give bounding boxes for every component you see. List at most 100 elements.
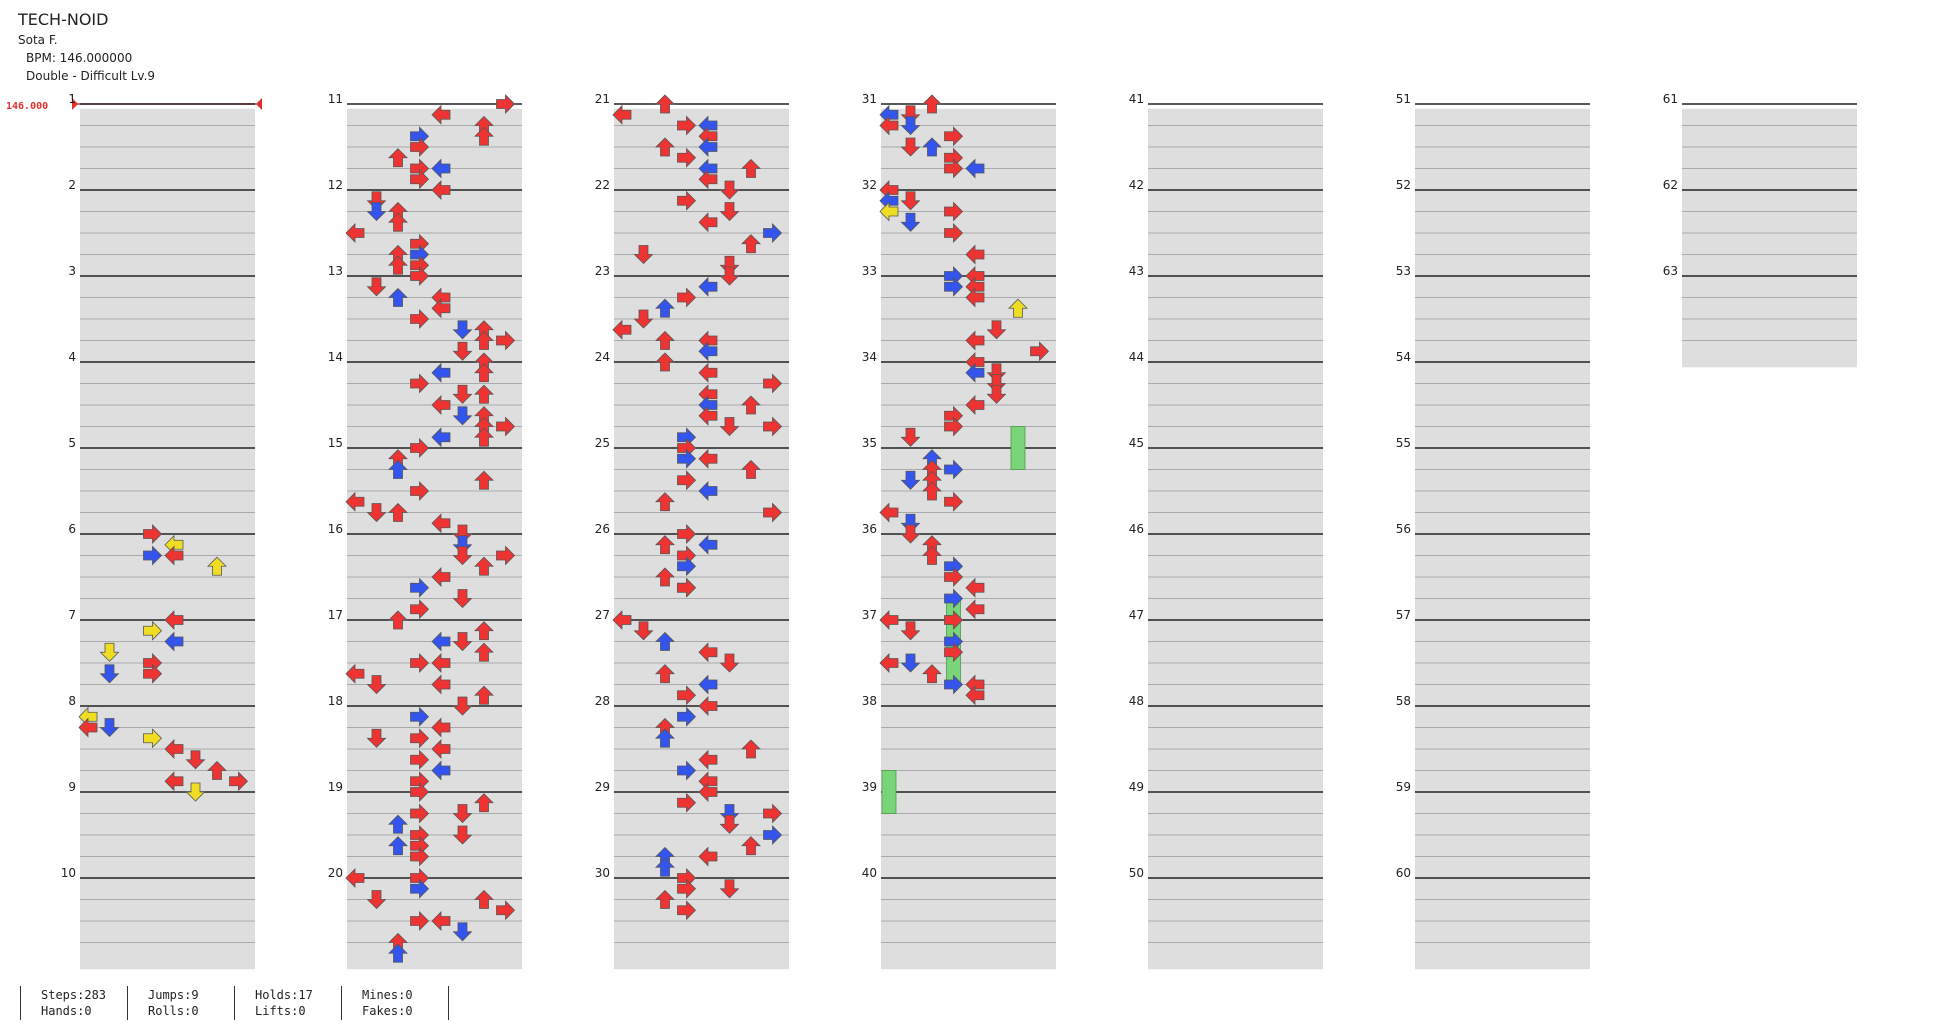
measure-number: 42: [1129, 178, 1144, 192]
measure-number: 28: [595, 694, 610, 708]
beat-stripe: [1682, 345, 1857, 368]
beat-stripe: [1682, 216, 1857, 239]
arrow-right-icon: [944, 276, 964, 297]
beat-stripe: [614, 818, 789, 841]
arrow-right-icon: [677, 190, 697, 211]
measure-number: 27: [595, 608, 610, 622]
arrow-left-icon: [431, 427, 451, 448]
measure-number: 26: [595, 522, 610, 536]
arrow-right-icon: [410, 803, 430, 824]
beat-stripe: [347, 409, 522, 432]
beat-stripe: [1148, 452, 1323, 475]
arrow-right-icon: [410, 481, 430, 501]
beat-stripe: [881, 775, 1056, 798]
stat-steps-hands: Steps:283 Hands:0: [20, 986, 128, 1020]
arrow-left-icon: [965, 599, 985, 620]
beat-stripe: [347, 581, 522, 604]
measure-number: 20: [328, 866, 343, 880]
beat-stripe: [881, 732, 1056, 755]
arrow-up-icon: [741, 395, 761, 415]
arrow-down-icon: [452, 696, 473, 716]
arrow-down-icon: [719, 180, 740, 200]
measure-number: 46: [1129, 522, 1144, 536]
measure-number: 47: [1129, 608, 1144, 622]
beat-stripe: [614, 194, 789, 217]
beat-stripe: [80, 173, 255, 196]
arrow-right-icon: [677, 287, 697, 308]
arrow-left-icon: [431, 653, 451, 673]
beat-stripe: [1682, 259, 1857, 282]
beat-stripe: [1148, 409, 1323, 432]
arrow-left-icon: [965, 395, 985, 415]
arrow-left-icon: [698, 405, 718, 426]
arrow-right-icon: [677, 524, 697, 544]
beat-stripe: [614, 710, 789, 733]
arrow-up-icon: [741, 158, 761, 178]
beat-stripe: [1415, 882, 1590, 905]
beat-stripe: [614, 732, 789, 755]
beat-stripe: [1415, 861, 1590, 884]
beat-stripe: [80, 108, 255, 131]
beat-stripe: [1415, 431, 1590, 454]
measure-number: 41: [1129, 92, 1144, 106]
arrow-right-icon: [410, 846, 430, 867]
step-chart: 146.000 12345678910111213141516171819202…: [6, 92, 1857, 970]
arrow-up-icon: [388, 502, 408, 522]
arrow-down-icon: [99, 642, 120, 662]
arrow-up-icon: [922, 137, 942, 157]
arrow-up-icon: [741, 739, 761, 759]
beat-stripe: [1415, 280, 1590, 303]
stat-fakes: Fakes:0: [362, 1004, 413, 1018]
beat-stripe: [1148, 581, 1323, 604]
song-artist: Sota F.: [18, 33, 58, 47]
stat-divider: [448, 986, 449, 1020]
beat-stripe: [347, 818, 522, 841]
beat-stripe: [347, 323, 522, 346]
arrow-left-icon: [698, 696, 718, 716]
measure-number: 58: [1396, 694, 1411, 708]
arrow-right-icon: [677, 760, 697, 781]
beat-stripe: [80, 904, 255, 927]
beat-stripe: [1415, 947, 1590, 970]
arrow-up-icon: [741, 836, 761, 856]
arrow-up-icon: [922, 664, 942, 684]
beat-stripe: [1415, 839, 1590, 862]
arrow-down-icon: [900, 524, 921, 544]
measure-number: 52: [1396, 178, 1411, 192]
beat-stripe: [1148, 130, 1323, 153]
arrow-up-icon: [474, 621, 494, 641]
arrow-right-icon: [763, 825, 783, 845]
arrow-left-icon: [698, 642, 718, 663]
beat-stripe: [1148, 431, 1323, 454]
arrow-left-icon: [698, 341, 718, 362]
beat-stripe: [614, 947, 789, 970]
arrow-right-icon: [410, 373, 430, 394]
beat-stripe: [347, 474, 522, 497]
beat-stripe: [80, 151, 255, 174]
arrow-left-icon: [164, 631, 184, 652]
beat-stripe: [80, 216, 255, 239]
arrow-up-icon: [474, 126, 494, 146]
beat-stripe: [881, 861, 1056, 884]
beat-stripe: [1682, 194, 1857, 217]
arrow-up-icon: [922, 94, 942, 114]
beat-stripe: [881, 947, 1056, 970]
beat-stripe: [347, 839, 522, 862]
arrow-up-icon: [388, 255, 408, 275]
arrow-left-icon: [431, 180, 451, 200]
beat-stripe: [347, 603, 522, 626]
beat-stripe: [347, 775, 522, 798]
arrow-left-icon: [345, 868, 365, 888]
arrow-left-icon: [345, 491, 365, 512]
arrow-right-icon: [496, 94, 516, 114]
beat-stripe: [1148, 216, 1323, 239]
beat-stripe: [80, 581, 255, 604]
beat-stripe: [80, 753, 255, 776]
arrow-right-icon: [944, 201, 964, 222]
measure-number: 45: [1129, 436, 1144, 450]
arrow-up-icon: [655, 631, 675, 651]
arrow-left-icon: [345, 663, 365, 684]
arrow-up-icon: [388, 212, 408, 232]
arrow-left-icon: [431, 362, 451, 383]
beat-stripe: [881, 904, 1056, 927]
